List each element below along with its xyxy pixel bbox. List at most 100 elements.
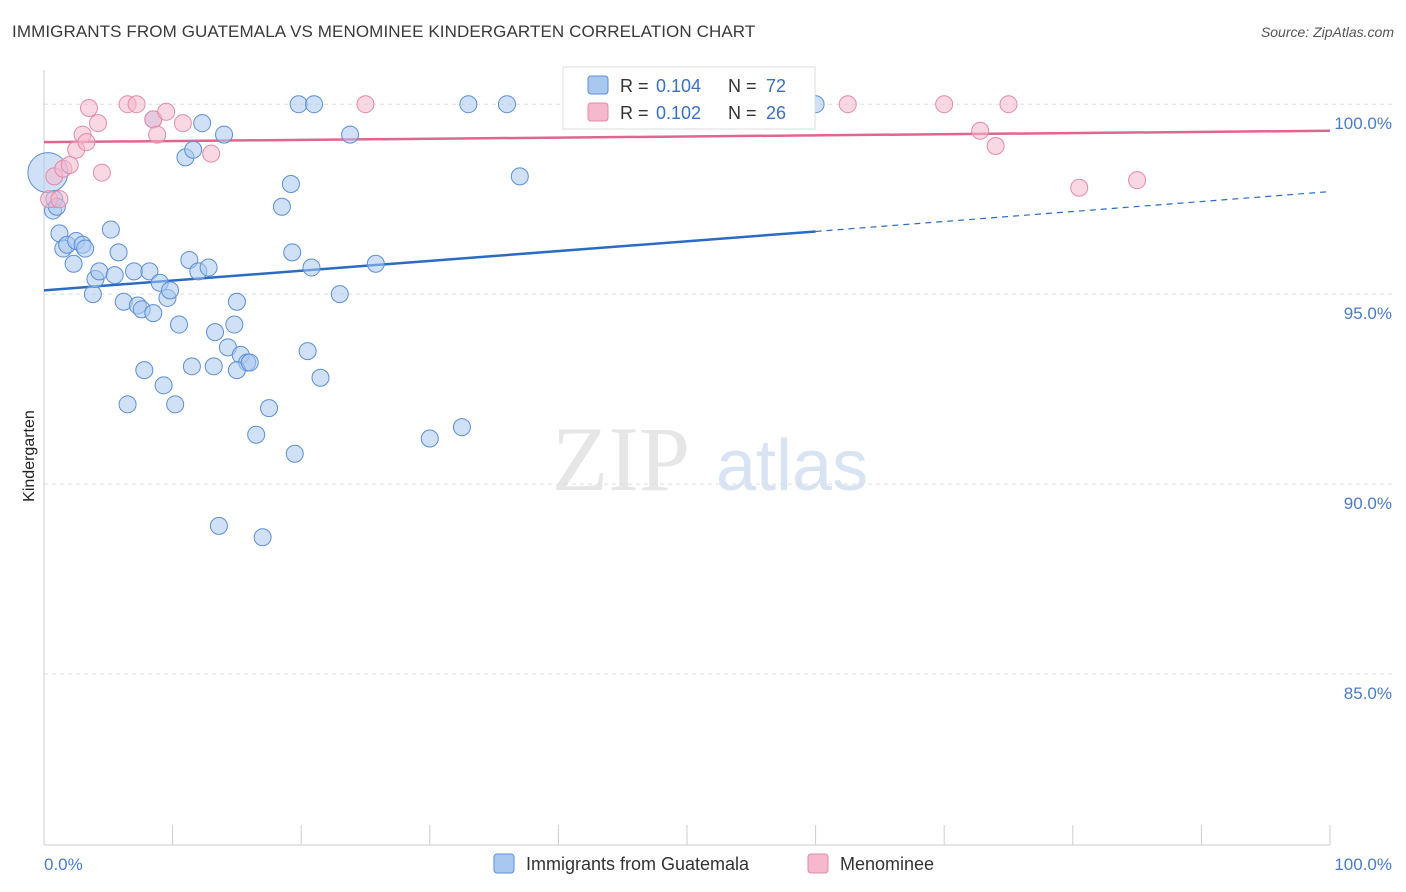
x-tick-label: 100.0% — [1334, 855, 1392, 874]
bottom-legend-label-guatemala: Immigrants from Guatemala — [526, 854, 750, 874]
menominee-point — [89, 114, 108, 133]
legend-blue-r-label: R = — [620, 76, 649, 96]
menominee-point — [838, 95, 857, 114]
guatemala-point — [101, 220, 120, 239]
guatemala-point — [193, 114, 212, 133]
guatemala-point — [166, 395, 185, 414]
guatemala-point — [161, 281, 180, 300]
top-legend: R = 0.104 N = 72 R = 0.102 N = 26 — [562, 66, 816, 130]
legend-swatch-pink — [587, 102, 609, 122]
watermark-atlas: atlas — [716, 426, 868, 506]
legend-blue-n-value: 72 — [766, 76, 786, 96]
guatemala-point — [90, 262, 109, 281]
guatemala-point — [182, 357, 201, 376]
guatemala-point — [206, 323, 225, 342]
bottom-legend: Immigrants from Guatemala Menominee — [493, 853, 934, 874]
guatemala-point — [302, 258, 321, 277]
menominee-point — [935, 95, 954, 114]
guatemala-point — [125, 262, 144, 281]
guatemala-point — [105, 266, 124, 285]
menominee-point — [356, 95, 375, 114]
guatemala-point — [281, 174, 300, 193]
guatemala-point — [118, 395, 137, 414]
legend-pink-n-value: 26 — [766, 103, 786, 123]
guatemala-point — [140, 262, 159, 281]
chart-title: IMMIGRANTS FROM GUATEMALA VS MENOMINEE K… — [12, 22, 756, 41]
guatemala-point — [135, 361, 154, 380]
guatemala-point — [83, 285, 102, 304]
guatemala-point — [330, 285, 349, 304]
bottom-legend-swatch-pink — [807, 853, 829, 874]
menominee-trend-line — [43, 129, 1331, 144]
y-tick-labels: 85.0% 90.0% 95.0% 100.0% — [1334, 114, 1392, 703]
menominee-point — [1070, 178, 1089, 197]
y-tick-label: 100.0% — [1334, 114, 1392, 133]
guatemala-point — [452, 418, 471, 437]
guatemala-point — [215, 125, 234, 144]
y-tick-label: 95.0% — [1344, 304, 1392, 323]
guatemala-point — [272, 197, 291, 216]
guatemala-point — [109, 243, 128, 262]
legend-pink-r-value: 0.102 — [656, 103, 701, 123]
menominee-point — [1128, 171, 1147, 190]
guatemala-point — [260, 399, 279, 418]
menominee-point — [157, 102, 176, 121]
guatemala-point — [459, 95, 478, 114]
legend-blue-r-value: 0.104 — [656, 76, 701, 96]
menominee-point — [986, 136, 1005, 155]
guatemala-point — [298, 342, 317, 361]
guatemala-point — [240, 353, 259, 372]
x-tick-label: 0.0% — [44, 855, 83, 874]
guatemala-point — [204, 357, 223, 376]
source-label: Source: ZipAtlas.com — [1260, 24, 1394, 40]
menominee-point — [202, 144, 221, 163]
guatemala-point — [289, 95, 308, 114]
y-axis-label: Kindergarten — [21, 410, 38, 502]
y-tick-label: 90.0% — [1344, 494, 1392, 513]
guatemala-point — [144, 304, 163, 323]
guatemala-point — [283, 243, 302, 262]
guatemala-point — [253, 528, 272, 547]
guatemala-point — [209, 516, 228, 535]
guatemala-point — [184, 140, 203, 159]
guatemala-point — [247, 425, 266, 444]
guatemala-point — [366, 254, 385, 273]
guatemala-point — [305, 95, 324, 114]
guatemala-trend-line — [43, 230, 816, 292]
y-tick-label: 85.0% — [1344, 684, 1392, 703]
data-points — [27, 95, 1147, 547]
menominee-point — [92, 163, 111, 182]
guatemala-trend-extension — [815, 190, 1331, 233]
menominee-point — [77, 133, 96, 152]
menominee-point — [148, 125, 167, 144]
guatemala-point — [510, 167, 529, 186]
guatemala-point — [64, 254, 83, 273]
legend-pink-r-label: R = — [620, 103, 649, 123]
trend-lines — [43, 129, 1331, 292]
guatemala-point — [420, 429, 439, 448]
menominee-point — [50, 190, 69, 209]
x-tick-labels: 0.0% 100.0% — [44, 855, 1392, 874]
menominee-point — [127, 95, 146, 114]
guatemala-point — [154, 376, 173, 395]
menominee-point — [999, 95, 1018, 114]
bottom-legend-label-menominee: Menominee — [840, 854, 934, 874]
guatemala-point — [170, 315, 189, 334]
guatemala-point — [497, 95, 516, 114]
guatemala-point — [341, 125, 360, 144]
guatemala-point — [227, 292, 246, 311]
bottom-legend-swatch-blue — [493, 853, 515, 874]
legend-blue-n-label: N = — [728, 76, 757, 96]
guatemala-point — [285, 444, 304, 463]
guatemala-point — [76, 239, 95, 258]
watermark-zip: ZIP — [552, 408, 690, 510]
menominee-point — [80, 98, 99, 117]
legend-swatch-blue — [587, 75, 609, 95]
legend-pink-n-label: N = — [728, 103, 757, 123]
grid-lines — [44, 103, 1394, 675]
menominee-point — [971, 121, 990, 140]
menominee-point — [60, 155, 79, 174]
guatemala-point — [311, 368, 330, 387]
guatemala-point — [199, 258, 218, 277]
